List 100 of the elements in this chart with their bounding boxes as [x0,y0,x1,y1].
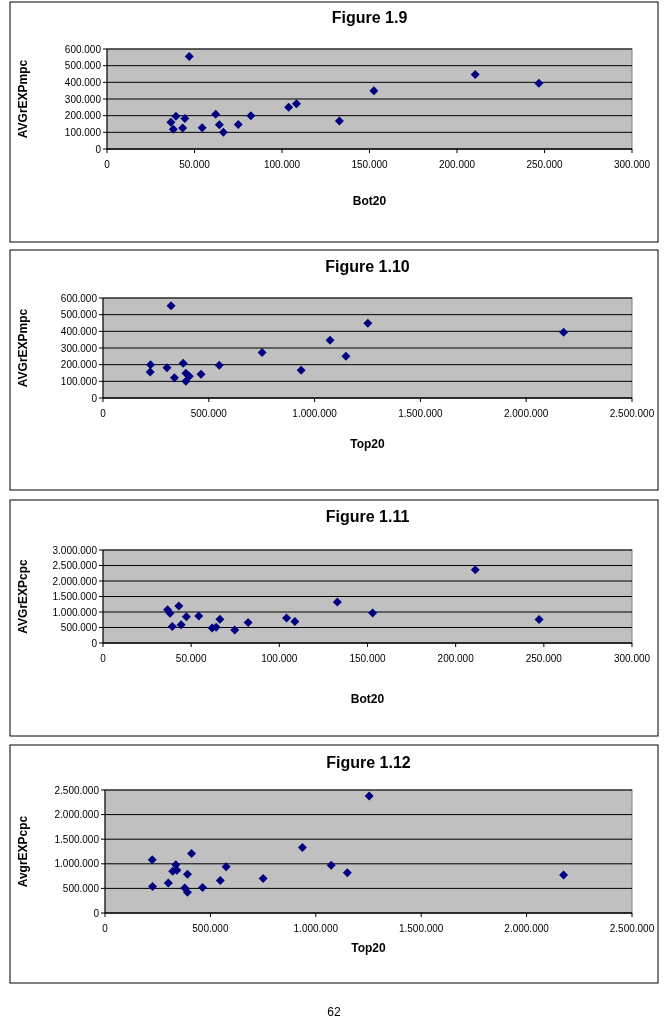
chart-title: Figure 1.11 [325,508,410,525]
point [363,318,373,328]
point [197,123,207,133]
point [246,111,256,121]
point [292,99,302,109]
y-tick-label: 500.000 [62,882,100,894]
x-tick-label: 0 [104,159,111,170]
y-tick-label: 0 [93,907,100,919]
chart-title: Figure 1.10 [325,258,410,275]
point [470,565,480,575]
point [163,878,173,888]
y-tick-label: 500.000 [64,60,102,72]
x-tick-label: 500.000 [190,408,228,419]
x-tick-label: 2.000.000 [504,923,550,934]
y-axis-title: AVGrEXPcpc [16,558,30,634]
x-tick-label: 50.000 [175,653,207,664]
y-tick-label: 200.000 [64,110,102,122]
point [162,363,172,373]
y-axis-title: AVGrEXPmpc [16,59,30,139]
point [326,860,336,870]
point [211,109,221,119]
x-tick-label: 150.000 [349,653,387,664]
point [325,335,335,345]
x-tick-label: 300.000 [613,653,651,664]
point [148,881,158,891]
point [221,862,231,872]
y-axis-title: AVGrEXPmpc [16,308,30,388]
point [257,348,267,357]
point [334,116,344,126]
point [145,367,155,377]
x-tick-label: 50.000 [179,159,211,170]
x-tick-label: 1.000.000 [292,408,338,419]
x-tick-label: 0 [102,923,109,934]
x-tick-label: 100.000 [261,653,298,664]
y-tick-label: 1.000.000 [52,606,98,618]
x-tick-label: 1.500.000 [398,923,444,934]
point [534,614,544,624]
point [470,70,480,79]
point [182,887,192,897]
point [230,625,240,635]
point [196,369,206,379]
point [194,611,204,621]
y-tick-label: 100.000 [60,375,98,387]
x-axis-title: Bot20 [352,194,387,208]
point [187,848,197,858]
point [214,360,224,370]
x-tick-label: 100.000 [263,159,301,170]
point [290,617,300,627]
chart-title: Figure 1.12 [326,754,411,771]
point [332,597,342,607]
y-tick-label: 400.000 [64,76,102,88]
y-tick-label: 2.000.000 [52,575,98,587]
point [198,882,208,892]
point [214,120,224,130]
point [166,117,176,127]
point [168,124,178,134]
point [342,868,352,878]
point [559,870,569,880]
y-tick-label: 2.500.000 [54,784,100,796]
point [215,876,225,886]
point [258,874,268,884]
y-tick-label: 0 [95,143,102,155]
x-axis-title: Top20 [350,437,386,451]
x-tick-label: 2.500.000 [609,408,655,419]
x-tick-label: 2.500.000 [609,923,655,934]
point [167,622,177,632]
y-tick-label: 400.000 [60,325,98,337]
point [243,618,253,628]
y-tick-label: 200.000 [60,359,98,371]
x-tick-label: 2.000.000 [503,408,549,419]
y-tick-label: 600.000 [60,292,98,304]
point [341,351,351,361]
point [297,843,307,853]
y-tick-label: 500.000 [60,309,98,321]
point [180,114,190,123]
point [181,376,191,386]
point [169,373,179,383]
point [181,612,191,622]
x-tick-label: 150.000 [351,159,389,170]
y-tick-label: 1.000.000 [54,858,100,870]
y-tick-label: 0 [91,637,98,649]
y-axis-title: AvgrEXPcpc [16,815,30,888]
point [176,620,186,630]
point [282,613,292,623]
text: 62 [327,1005,341,1019]
point [368,608,378,618]
point [184,52,194,61]
x-axis-title: Top20 [351,941,387,955]
point [166,301,176,311]
point [284,102,294,112]
x-tick-label: 200.000 [437,653,475,664]
point [218,127,228,137]
y-tick-label: 500.000 [60,622,98,633]
point [296,365,306,375]
y-tick-label: 3.000.000 [52,544,98,556]
y-tick-label: 1.500.000 [52,591,98,602]
y-tick-label: 1.500.000 [54,833,100,845]
point [178,123,188,133]
point [171,111,181,121]
y-tick-label: 300.000 [64,93,102,105]
